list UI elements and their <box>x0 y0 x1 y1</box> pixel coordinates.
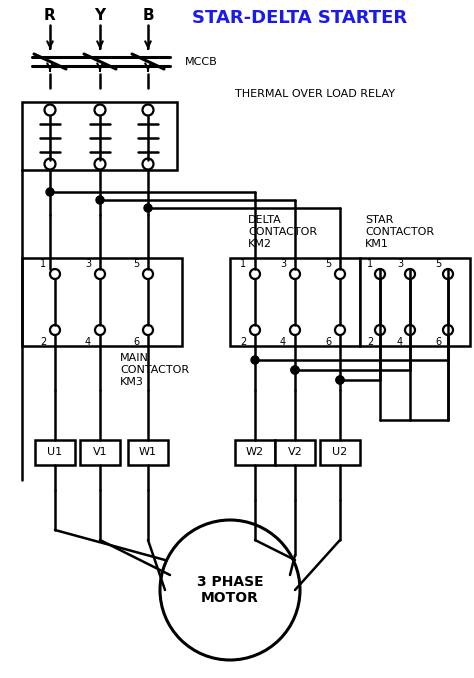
Text: W1: W1 <box>139 447 157 457</box>
Text: THERMAL OVER LOAD RELAY: THERMAL OVER LOAD RELAY <box>235 89 395 99</box>
Bar <box>275 440 315 465</box>
Circle shape <box>291 366 299 374</box>
Text: 6: 6 <box>325 337 331 347</box>
Bar <box>80 440 120 465</box>
Bar <box>235 440 275 465</box>
Text: STAR-DELTA STARTER: STAR-DELTA STARTER <box>192 9 408 27</box>
Text: MCCB: MCCB <box>185 57 218 67</box>
Text: 6: 6 <box>133 337 139 347</box>
Text: 2: 2 <box>40 337 46 347</box>
Bar <box>360 258 470 346</box>
Text: 1: 1 <box>240 259 246 269</box>
Text: 2: 2 <box>240 337 246 347</box>
Text: 4: 4 <box>280 337 286 347</box>
Text: MAIN
CONTACTOR
KM3: MAIN CONTACTOR KM3 <box>120 353 189 386</box>
Text: 1: 1 <box>367 259 373 269</box>
Text: 5: 5 <box>435 259 441 269</box>
Bar <box>128 440 168 465</box>
Text: 3: 3 <box>280 259 286 269</box>
Circle shape <box>336 376 344 384</box>
Text: 1: 1 <box>40 259 46 269</box>
Circle shape <box>291 366 299 374</box>
Text: 3: 3 <box>397 259 403 269</box>
Bar <box>320 440 360 465</box>
Text: U1: U1 <box>47 447 63 457</box>
Text: 5: 5 <box>325 259 331 269</box>
Circle shape <box>96 196 104 204</box>
Text: DELTA
CONTACTOR
KM2: DELTA CONTACTOR KM2 <box>248 216 317 249</box>
Bar <box>35 440 75 465</box>
Text: B: B <box>142 9 154 24</box>
Bar <box>230 258 360 346</box>
Bar <box>22 102 177 170</box>
Text: R: R <box>44 9 56 24</box>
Text: 3: 3 <box>85 259 91 269</box>
Text: V2: V2 <box>288 447 302 457</box>
Text: V1: V1 <box>93 447 107 457</box>
Circle shape <box>46 188 54 196</box>
Circle shape <box>144 204 152 212</box>
Text: 5: 5 <box>133 259 139 269</box>
Text: 4: 4 <box>85 337 91 347</box>
Text: U2: U2 <box>332 447 347 457</box>
Bar <box>22 258 182 346</box>
Text: Y: Y <box>94 9 106 24</box>
Circle shape <box>336 376 344 384</box>
Circle shape <box>251 356 259 364</box>
Text: W2: W2 <box>246 447 264 457</box>
Text: 2: 2 <box>367 337 373 347</box>
Text: 3 PHASE
MOTOR: 3 PHASE MOTOR <box>197 575 264 605</box>
Text: STAR
CONTACTOR
KM1: STAR CONTACTOR KM1 <box>365 216 434 249</box>
Text: 4: 4 <box>397 337 403 347</box>
Text: 6: 6 <box>435 337 441 347</box>
